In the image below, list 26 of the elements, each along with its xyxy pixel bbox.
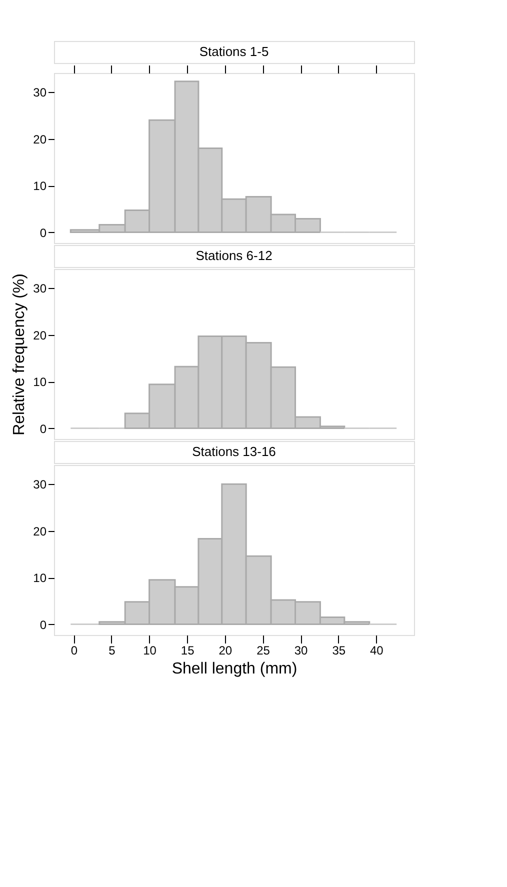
y-axis-title: Relative frequency (%)	[11, 274, 28, 436]
y-tick-label: 20	[33, 132, 47, 146]
y-tick-label: 0	[40, 618, 47, 632]
x-tick-label: 35	[332, 644, 346, 658]
y-tick-label: 10	[33, 375, 47, 390]
x-tick-label: 40	[370, 644, 384, 658]
x-tick-label: 25	[256, 644, 270, 658]
x-tick-label: 30	[294, 644, 308, 658]
x-tick-label: 15	[180, 644, 195, 658]
x-tick-label: 5	[108, 644, 116, 658]
y-tick-label: 30	[33, 86, 47, 100]
x-axis-title: Shell length (mm)	[172, 660, 298, 678]
y-tick-label: 10	[33, 571, 47, 586]
y-tick-label: 0	[40, 226, 47, 240]
y-tick-label: 20	[33, 328, 47, 342]
chart-title: Stations 6-12	[196, 248, 272, 263]
chart-title: Stations 1-5	[199, 44, 269, 59]
y-tick-label: 0	[40, 422, 47, 436]
y-tick-label: 30	[33, 478, 47, 492]
y-tick-label: 30	[33, 282, 47, 296]
x-tick-label: 20	[218, 644, 232, 658]
x-tick-label: 0	[70, 644, 78, 658]
y-tick-label: 20	[33, 524, 47, 538]
y-tick-label: 10	[33, 179, 47, 194]
x-tick-label: 10	[143, 644, 157, 658]
chart-title: Stations 13-16	[192, 444, 276, 459]
